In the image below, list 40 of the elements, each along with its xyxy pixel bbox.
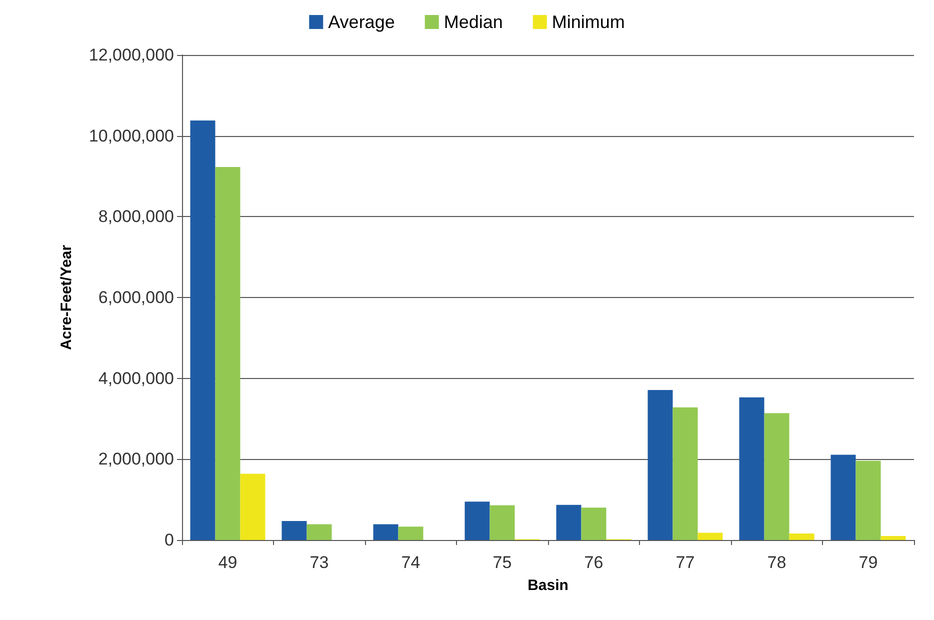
- bar: [672, 407, 698, 540]
- bar: [215, 166, 240, 540]
- bar: [306, 524, 332, 540]
- bar: [830, 454, 856, 540]
- y-tick-label: 4,000,000: [98, 368, 174, 388]
- x-tick-label: 77: [676, 553, 695, 572]
- y-tick-label: 2,000,000: [98, 450, 174, 469]
- bar: [464, 502, 490, 540]
- bar: [490, 505, 515, 540]
- bar: [190, 120, 216, 540]
- x-tick-label: 79: [858, 553, 878, 572]
- x-tick-label: 49: [218, 553, 238, 572]
- x-axis-title: Basin: [528, 577, 568, 594]
- bar: [282, 521, 307, 540]
- bar: [698, 532, 723, 540]
- legend-label: Minimum: [552, 12, 625, 32]
- x-tick-label: 73: [310, 553, 329, 572]
- bar: [556, 504, 582, 540]
- legend-label: Average: [328, 12, 395, 32]
- bar: [789, 534, 814, 540]
- y-tick-label: 12,000,000: [88, 46, 174, 64]
- y-tick-label: 8,000,000: [98, 207, 174, 226]
- y-axis-title: Acre-Feet/Year: [58, 244, 75, 350]
- bar: [581, 508, 606, 540]
- bar: [240, 474, 266, 540]
- bar: [648, 390, 673, 540]
- x-tick-label: 75: [492, 553, 512, 572]
- y-tick-label: 0: [164, 530, 174, 550]
- legend-label: Median: [444, 12, 503, 32]
- bar: [739, 397, 764, 540]
- y-tick-label: 10,000,000: [88, 126, 174, 146]
- bar: [880, 536, 906, 540]
- x-tick-label: 78: [767, 553, 786, 572]
- x-tick-label: 76: [584, 553, 604, 572]
- bar: [398, 526, 424, 540]
- bar: [764, 413, 790, 540]
- bar: [856, 460, 881, 540]
- x-tick-label: 74: [401, 553, 420, 572]
- bar: [373, 524, 398, 540]
- y-tick-label: 6,000,000: [98, 288, 174, 307]
